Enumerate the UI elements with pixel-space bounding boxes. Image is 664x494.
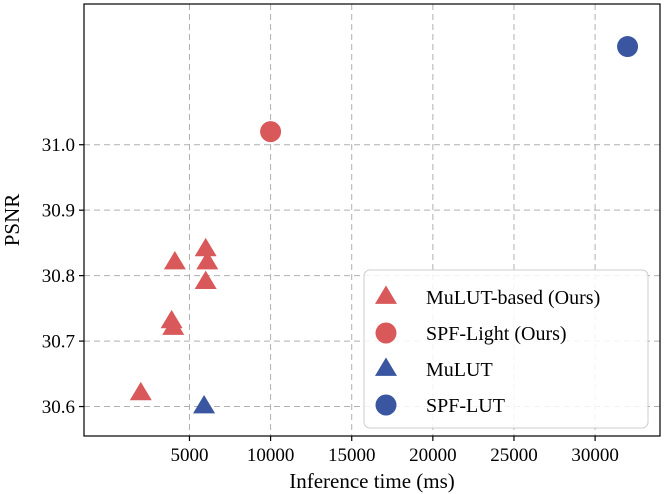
x-tick-label: 15000 xyxy=(328,445,376,466)
legend-marker-spf-light-ours xyxy=(375,322,397,344)
data-point-mulut-based-ours xyxy=(194,270,217,290)
data-point-mulut-based-ours xyxy=(162,316,185,335)
y-tick-label: 30.6 xyxy=(42,397,75,418)
data-point-spf-lut xyxy=(617,36,639,58)
data-point-mulut-based-ours xyxy=(129,381,152,401)
x-tick-label: 5000 xyxy=(170,445,208,466)
x-tick-label: 20000 xyxy=(409,445,457,466)
y-tick-label: 30.7 xyxy=(42,332,75,353)
data-point-mulut xyxy=(193,394,216,414)
tick-layer: 5000 10000 15000 20000 25000 30000 30.6 30.7 30.… xyxy=(42,135,619,466)
data-point-mulut-based-ours xyxy=(163,250,186,270)
marker-layer xyxy=(129,36,639,414)
legend-box xyxy=(363,269,649,429)
y-tick-label: 30.8 xyxy=(42,266,75,287)
data-point-mulut-based-ours xyxy=(194,237,217,257)
x-tick-label: 25000 xyxy=(490,445,538,466)
y-tick-label: 30.9 xyxy=(42,201,75,222)
legend-label-spf-light-ours: SPF-Light (Ours) xyxy=(426,323,567,345)
legend-marker-spf-lut xyxy=(375,394,397,416)
data-point-spf-light-ours xyxy=(260,121,282,143)
plot-frame xyxy=(83,3,661,437)
legend-marker-mulut xyxy=(375,357,397,376)
y-axis-label: PSNR xyxy=(0,194,24,247)
legend-label-spf-lut: SPF-LUT xyxy=(426,395,505,417)
data-point-mulut-based-ours xyxy=(196,250,219,270)
legend: MuLUT-based (Ours) SPF-Light (Ours) MuLUT S… xyxy=(363,269,649,429)
y-tick-label: 31.0 xyxy=(42,135,75,156)
legend-label-mulut-based-ours: MuLUT-based (Ours) xyxy=(426,287,600,309)
legend-marker-mulut-based-ours xyxy=(375,285,397,304)
legend-label-mulut: MuLUT xyxy=(426,359,493,381)
x-axis-label: Inference time (ms) xyxy=(289,469,455,493)
x-tick-label: 30000 xyxy=(571,445,619,466)
x-tick-label: 10000 xyxy=(247,445,295,466)
